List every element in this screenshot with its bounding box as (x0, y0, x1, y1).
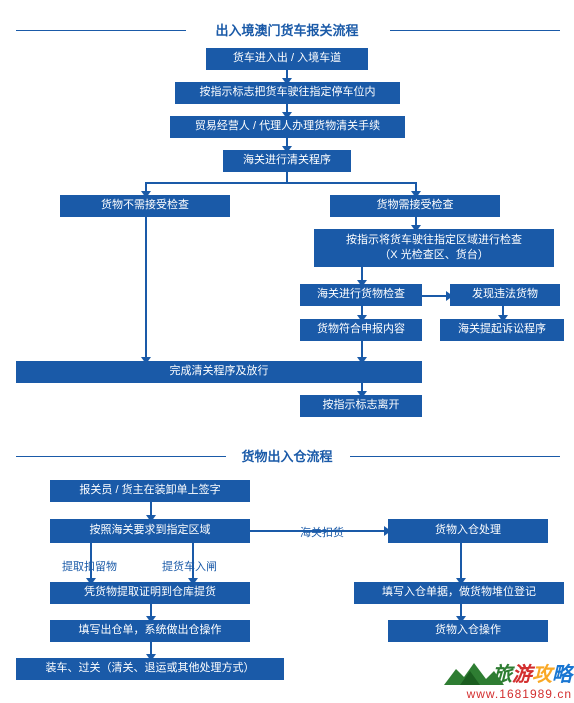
flow-node-m3: 凭货物提取证明到仓库提货 (50, 582, 250, 604)
watermark: 旅游攻略 www.1681989.cn (467, 658, 572, 701)
flow-node-m4: 填写出仓单，系统做出仓操作 (50, 620, 250, 642)
flow-node-n7: 按指示将货车驶往指定区域进行检查（X 光检查区、货台） (314, 229, 554, 267)
flow-node-m2: 按照海关要求到指定区域 (50, 519, 250, 543)
flow-node-n1: 货车进入出 / 入境车道 (206, 48, 368, 70)
flow-node-m6: 货物入仓处理 (388, 519, 548, 543)
flow-node-n9: 发现违法货物 (450, 284, 560, 306)
flow-node-m5: 装车、过关（清关、退运或其他处理方式） (16, 658, 284, 680)
flow-node-m1: 报关员 / 货主在装卸单上签字 (50, 480, 250, 502)
edge-label-e1: 提取扣留物 (62, 558, 117, 574)
flow-node-m7: 填写入仓单据，做货物堆位登记 (354, 582, 564, 604)
flow-node-n8: 海关进行货物检查 (300, 284, 422, 306)
flow-node-m8: 货物入仓操作 (388, 620, 548, 642)
flow-node-n11: 海关提起诉讼程序 (440, 319, 564, 341)
watermark-brand: 旅游攻略 (467, 658, 572, 687)
flow-node-n2: 按指示标志把货车驶往指定停车位内 (175, 82, 400, 104)
flow-node-n10: 货物符合申报内容 (300, 319, 422, 341)
flow-node-n13: 按指示标志离开 (300, 395, 422, 417)
flow-node-n12: 完成清关程序及放行 (16, 361, 422, 383)
flow-node-n6: 货物需接受检查 (330, 195, 500, 217)
flow-node-n3: 贸易经营人 / 代理人办理货物清关手续 (170, 116, 405, 138)
watermark-url: www.1681989.cn (467, 687, 572, 701)
edge-label-e2: 提货车入闸 (162, 558, 217, 574)
flow-node-n4: 海关进行清关程序 (223, 150, 351, 172)
edge-label-e3: 海关扣货 (300, 524, 344, 540)
section2-title: 货物出入仓流程 (241, 446, 332, 465)
flow-node-n5: 货物不需接受检查 (60, 195, 230, 217)
diagram-canvas: { "colors": { "primary": "#1a5aa8", "nod… (0, 0, 574, 703)
section1-title: 出入境澳门货车报关流程 (215, 20, 358, 39)
